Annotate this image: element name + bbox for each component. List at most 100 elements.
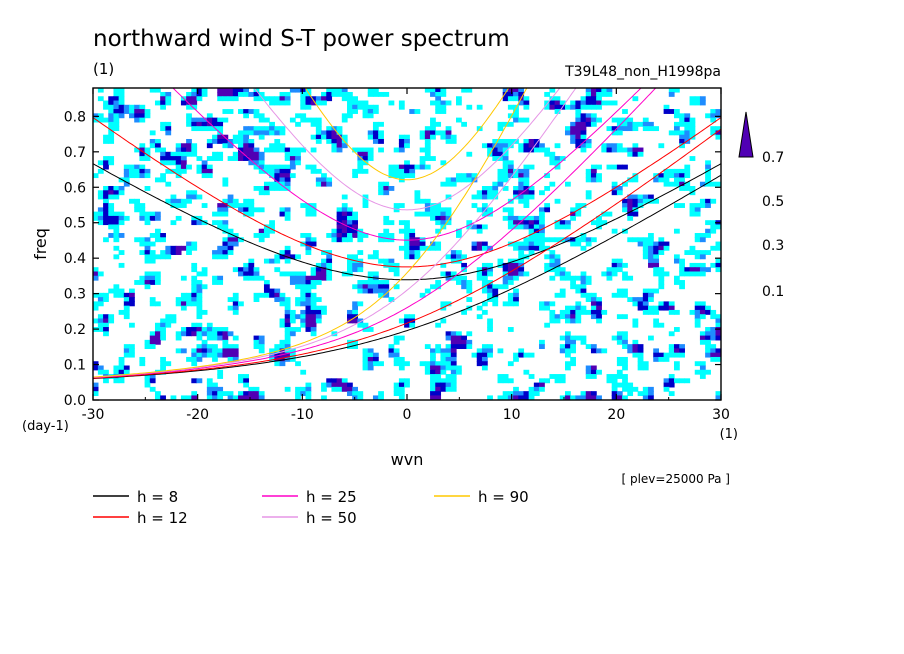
power-cell [97,113,104,119]
power-cell [637,151,644,157]
power-cell [331,88,338,93]
power-cell [113,100,120,106]
power-cell [243,207,250,213]
power-cell [673,126,680,132]
power-cell [435,104,442,110]
power-cell [596,173,602,179]
power-cell [388,100,395,106]
power-cell [507,224,514,230]
power-cell [170,245,177,251]
power-cell [570,215,576,221]
power-cell [315,121,322,127]
power-cell [513,138,519,144]
power-cell [663,386,670,392]
power-cell [362,113,369,119]
power-cell [289,352,296,358]
power-cell [186,164,192,170]
power-cell [175,164,182,170]
power-cell [274,181,281,187]
power-cell [186,143,192,149]
power-cell [149,271,156,277]
power-cell [393,203,400,208]
power-cell [398,147,405,153]
power-cell [331,382,338,388]
power-cell [232,267,239,273]
power-cell [217,348,224,354]
power-cell [440,361,447,367]
power-cell [507,271,514,277]
power-cell [414,198,421,204]
power-cell [186,117,192,123]
power-cell [570,134,576,140]
power-cell [201,173,208,179]
power-cell [507,173,514,179]
power-cell [450,177,457,183]
power-cell [445,331,452,337]
power-cell [663,177,670,183]
power-cell [367,365,374,371]
power-cell [590,395,597,400]
power-cell [347,382,353,388]
power-cell [528,220,535,226]
power-cell [352,339,358,345]
power-cell [435,322,442,328]
power-cell [279,271,286,277]
power-cell [637,203,644,208]
power-cell [570,211,576,217]
power-cell [372,88,379,93]
power-cell [186,194,192,200]
power-cell [585,168,592,174]
power-cell [699,100,706,106]
power-cell [144,168,151,174]
power-cell [227,91,234,97]
power-cell [648,395,654,400]
power-cell [445,356,452,362]
power-cell [352,100,358,106]
power-cell [627,117,634,123]
power-cell [419,130,426,136]
power-cell [398,173,405,179]
power-cell [357,100,364,106]
power-cell [705,173,711,179]
power-cell [269,348,275,354]
power-cell [206,352,213,358]
power-cell [627,237,634,243]
power-cell [663,378,670,384]
power-cell [487,297,493,302]
power-cell [461,280,467,285]
power-cell [513,220,519,226]
power-cell [347,391,353,397]
power-cell [97,292,104,298]
power-cell [456,100,462,106]
power-cell [113,211,120,217]
power-cell [694,271,701,277]
power-cell [139,109,146,114]
power-cell [206,138,213,144]
power-cell [93,318,99,324]
power-cell [186,297,192,302]
power-cell [627,126,634,132]
power-cell [715,130,721,136]
power-cell [310,309,317,315]
power-cell [217,134,224,140]
power-cell [518,220,525,226]
power-cell [253,395,260,400]
power-cell [258,335,265,341]
power-cell [212,391,218,397]
power-cell [497,378,504,384]
power-cell [336,91,343,97]
power-cell [554,143,561,149]
power-cell [186,395,192,400]
power-cell [518,391,525,397]
power-cell [393,267,400,273]
power-cell [123,369,130,375]
power-cell [103,314,109,320]
power-cell [352,224,358,230]
power-cell [378,258,384,264]
power-cell [419,211,426,217]
power-cell [222,228,229,234]
power-cell [108,134,115,140]
power-cell [492,151,499,157]
power-cell [238,391,244,397]
power-cell [507,267,514,273]
